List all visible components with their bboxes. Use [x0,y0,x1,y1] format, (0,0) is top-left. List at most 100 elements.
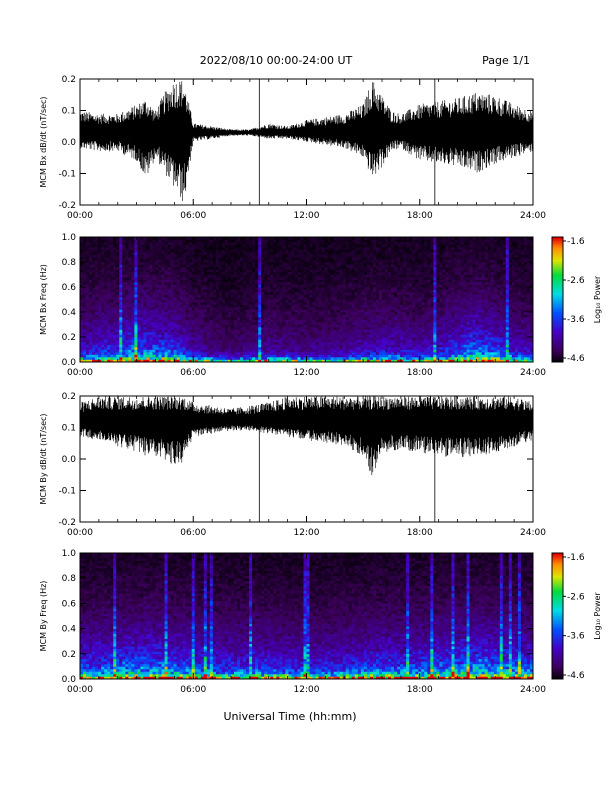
heatmap-cell [125,312,129,315]
heatmap-cell [342,292,347,295]
heatmap-cell [345,319,350,323]
heatmap-cell [258,237,262,240]
heatmap-cell [360,337,365,340]
heatmap-cell [119,342,123,345]
heatmap-cell [89,319,93,323]
heatmap-cell [149,254,153,258]
heatmap-cell [252,259,256,263]
heatmap-cell [240,284,244,288]
heatmap-cell [261,269,265,273]
heatmap-cell [125,357,129,360]
heatmap-cell [218,302,223,305]
heatmap-cell [288,344,292,348]
heatmap-cell [357,337,362,340]
heatmap-cell [348,342,353,345]
heatmap-cell [243,329,247,333]
heatmap-cell [366,332,371,335]
heatmap-cell [363,249,368,253]
heatmap-cell [158,287,162,290]
heatmap-cell [291,342,295,345]
heatmap-cell [303,267,307,270]
heatmap-cell [143,279,147,283]
heatmap-cell [176,322,180,325]
heatmap-cell [240,354,244,358]
heatmap-cell [351,359,356,363]
heatmap-cell [267,309,271,313]
heatmap-cell [203,249,208,253]
heatmap-cell [191,309,196,313]
heatmap-cell [86,357,90,360]
heatmap-cell [255,324,259,328]
heatmap-cell [291,294,295,298]
heatmap-cell [354,359,359,363]
heatmap-cell [267,277,271,280]
heatmap-cell [324,294,328,298]
heatmap-cell [309,279,313,283]
heatmap-cell [249,319,253,323]
heatmap-cell [98,324,102,328]
heatmap-cell [131,327,135,330]
heatmap-cell [354,272,359,275]
heatmap-cell [285,272,289,275]
heatmap-cell [125,322,129,325]
heatmap-cell [288,332,292,335]
heatmap-cell [104,287,108,290]
heatmap-cell [176,262,180,265]
heatmap-cell [246,324,250,328]
heatmap-cell [357,292,362,295]
heatmap-cell [143,314,147,318]
heatmap-cell [173,292,177,295]
heatmap-cell [188,282,193,285]
heatmap-cell [119,262,123,265]
heatmap-cell [92,322,96,325]
heatmap-cell [110,314,114,318]
heatmap-cell [86,352,90,355]
heatmap-cell [258,354,262,358]
heatmap-cell [140,322,144,325]
heatmap-cell [134,312,138,315]
heatmap-cell [182,319,186,323]
heatmap-cell [318,294,322,298]
heatmap-cell [231,282,235,285]
heatmap-cell [315,242,319,245]
heatmap-cell [255,327,259,330]
heatmap-cell [101,334,105,338]
heatmap-cell [86,279,90,283]
heatmap-cell [200,354,205,358]
heatmap-cell [315,302,319,305]
heatmap-cell [194,294,199,298]
heatmap-cell [336,247,341,250]
heatmap-cell [146,242,150,245]
heatmap-cell [134,274,138,278]
heatmap-cell [375,354,380,358]
heatmap-cell [116,302,120,305]
heatmap-cell [255,307,259,310]
heatmap-cell [294,284,298,288]
heatmap-cell [200,342,205,345]
heatmap-cell [98,237,102,240]
heatmap-cell [279,267,283,270]
heatmap-cell [291,322,295,325]
heatmap-cell [209,317,214,320]
heatmap-cell [143,347,147,350]
heatmap-cell [203,342,208,345]
heatmap-cell [315,252,319,255]
heatmap-cell [167,244,171,248]
heatmap-cell [98,299,102,303]
heatmap-cell [224,329,229,333]
heatmap-cell [369,354,374,358]
heatmap-cell [152,297,156,300]
heatmap-cell [261,334,265,338]
heatmap-cell [357,287,362,290]
heatmap-cell [312,269,316,273]
heatmap-cell [339,309,344,313]
heatmap-cell [291,259,295,263]
heatmap-cell [282,339,286,343]
heatmap-cell [252,274,256,278]
heatmap-cell [203,354,208,358]
heatmap-cell [167,329,171,333]
heatmap-cell [116,269,120,273]
heatmap-cell [125,334,129,338]
heatmap-cell [146,312,150,315]
heatmap-cell [155,329,159,333]
